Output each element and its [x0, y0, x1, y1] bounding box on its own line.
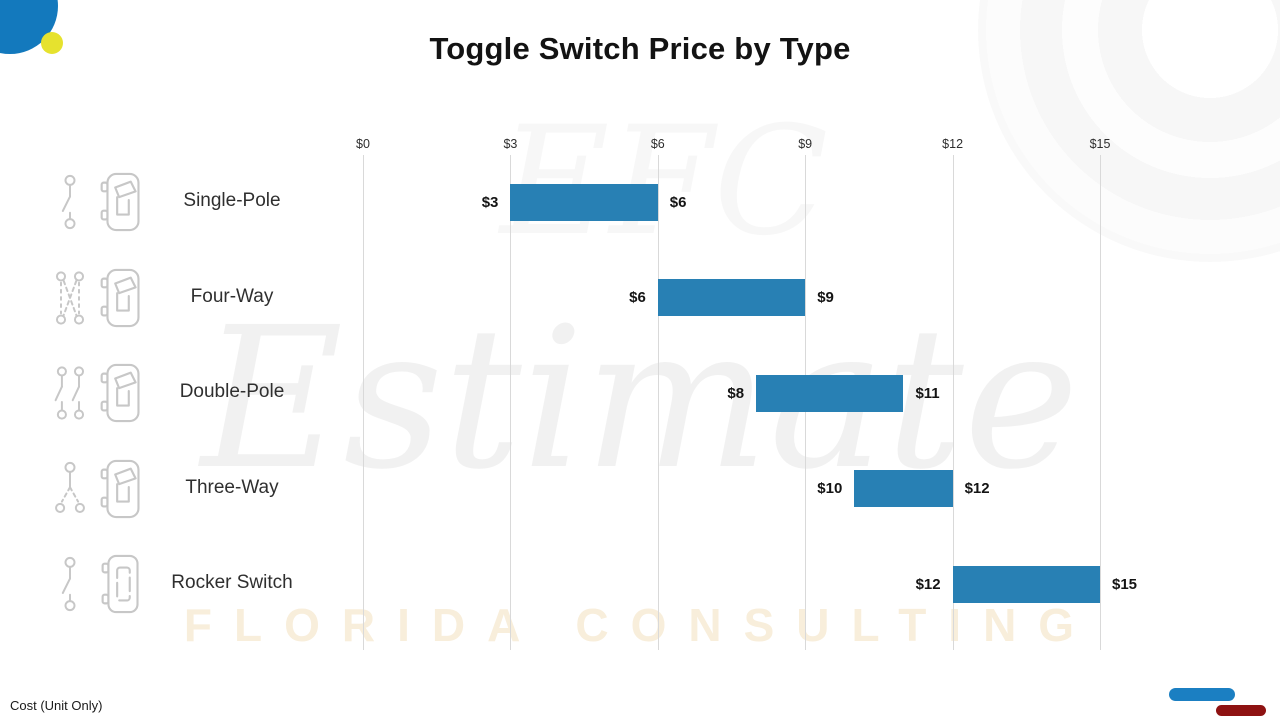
x-gridline: [510, 155, 512, 650]
footer-red-pill-decoration: [1216, 705, 1266, 716]
x-axis-tick-label: $6: [650, 137, 665, 151]
double-pole-circuit-icon: [52, 363, 88, 423]
rocker-switch-icon: [98, 553, 146, 615]
x-gridline: [657, 155, 659, 650]
bar-min-value-label: $10: [817, 480, 843, 497]
bar-max-value-label: $15: [1112, 575, 1138, 593]
x-axis-tick-label: $3: [503, 137, 518, 151]
x-gridline: [363, 155, 364, 650]
four-way-circuit-icon: [52, 268, 88, 328]
toggle-switch-icon: [98, 362, 146, 424]
bar-max-value-label: $12: [964, 480, 990, 497]
footer-blue-pill-decoration: [1169, 688, 1235, 701]
range-bar: [854, 470, 953, 507]
logo-yellow-circle-icon: [41, 32, 63, 54]
range-bar: [756, 374, 904, 412]
x-gridline: [952, 155, 954, 650]
chart-title: Toggle Switch Price by Type: [429, 31, 851, 66]
bar-min-value-label: $6: [629, 289, 646, 306]
bar-min-value-label: $12: [915, 575, 941, 593]
x-axis-tick-label: $9: [798, 137, 813, 151]
bar-min-value-label: $8: [727, 384, 745, 402]
axis-unit-note: Cost (Unit Only): [10, 698, 103, 713]
category-label: Single-Pole: [183, 190, 281, 211]
x-axis-tick-label: $12: [942, 137, 964, 151]
bar-max-value-label: $11: [915, 384, 940, 402]
x-axis-tick-label: $0: [356, 137, 370, 151]
toggle-switch-icon: [98, 171, 146, 233]
range-bar: [510, 183, 658, 221]
bar-max-value-label: $9: [817, 289, 834, 306]
watermark-banner: FLORIDA CONSULTING: [183, 599, 1097, 651]
rocker-circuit-icon: [52, 554, 88, 614]
bar-max-value-label: $6: [669, 193, 687, 211]
toggle-switch-icon: [98, 458, 146, 520]
bar-min-value-label: $3: [481, 193, 499, 211]
category-label: Double-Pole: [179, 381, 285, 402]
watermark-monogram: EFC: [500, 95, 828, 269]
x-gridline: [1100, 155, 1101, 650]
x-axis-tick-label: $15: [1089, 137, 1111, 151]
category-label: Four-Way: [190, 285, 274, 307]
range-bar: [952, 565, 1100, 603]
single-pole-circuit-icon: [52, 172, 88, 232]
three-way-circuit-icon: [52, 459, 88, 519]
range-bar: [657, 279, 806, 316]
category-label: Three-Way: [185, 476, 279, 498]
category-label: Rocker Switch: [171, 572, 293, 593]
toggle-switch-icon: [98, 267, 146, 329]
